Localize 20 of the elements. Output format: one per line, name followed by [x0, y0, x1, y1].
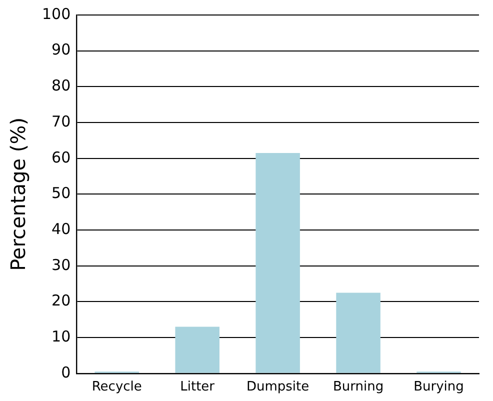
x-tick-label: Burying	[414, 380, 464, 395]
y-tick-label: 30	[52, 256, 71, 274]
bar	[175, 326, 220, 373]
x-tick-label: Burning	[332, 380, 384, 395]
y-tick-label: 50	[52, 184, 71, 202]
x-tick-label: Litter	[180, 380, 216, 395]
y-tick-label: 20	[52, 292, 71, 310]
y-tick-label: 60	[52, 148, 71, 166]
y-axis-title: Percentage (%)	[6, 117, 30, 271]
y-tick-label: 0	[61, 363, 71, 382]
y-tick-label: 40	[52, 220, 71, 238]
y-tick-label: 100	[42, 4, 71, 23]
y-tick-label: 70	[52, 112, 71, 130]
x-tick-label: Recycle	[92, 380, 142, 395]
x-tick-label: Dumpsite	[246, 380, 310, 395]
y-tick-label: 90	[52, 40, 71, 59]
bar	[336, 292, 380, 373]
bar	[256, 152, 300, 373]
y-tick-label: 10	[52, 327, 71, 346]
y-tick-label: 80	[52, 76, 71, 95]
